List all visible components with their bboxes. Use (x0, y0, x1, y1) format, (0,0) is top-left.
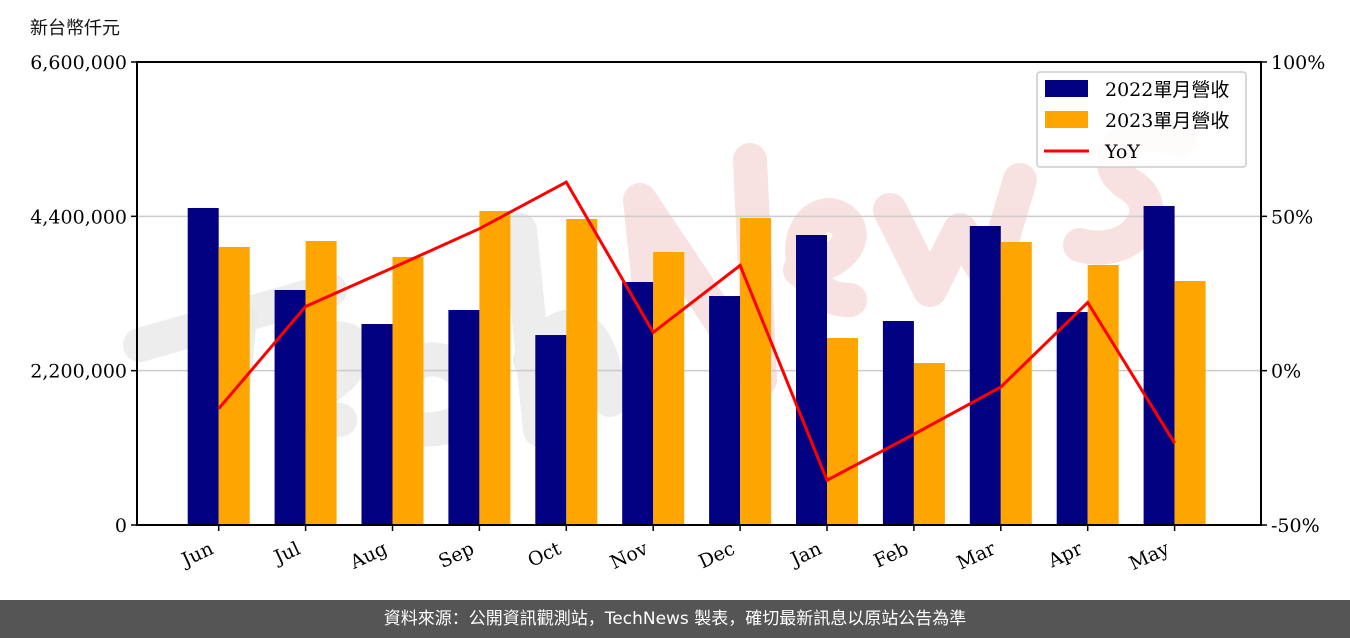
bar-2022單月營收-Mar (969, 226, 1001, 526)
right-tick-label: -50% (1271, 515, 1320, 537)
legend: 2022單月營收 2023單月營收 YoY (1036, 71, 1247, 168)
legend-box (1036, 71, 1247, 168)
left-tick-label: 0 (115, 515, 127, 537)
legend-label-YoY: YoY (1104, 141, 1140, 163)
bar-2023單月營收-May (1174, 281, 1206, 525)
left-tick-label: 6,600,000 (30, 52, 127, 74)
bar-2022單月營收-May (1143, 206, 1175, 525)
bar-2023單月營收-Aug (392, 257, 424, 525)
bar-2022單月營收-Aug (361, 324, 393, 525)
source-footer: 資料來源：公開資訊觀測站，TechNews 製表，確切最新訊息以原站公告為準 (0, 600, 1350, 638)
bar-2023單月營收-Jan (827, 337, 858, 525)
bar-2023單月營收-Sep (479, 211, 511, 525)
revenue-chart: 0 2,200,000 4,400,000 6,600,000 -50% 0% 50% 100… (30, 52, 1325, 575)
legend-swatch-2023單月營收 (1045, 111, 1088, 128)
right-tick-label: 0% (1271, 361, 1301, 383)
bar-2022單月營收-Dec (709, 296, 741, 525)
x-tick-label-Aug: Aug (346, 538, 391, 574)
x-tick-label-Jan: Jan (786, 538, 825, 572)
bar-2022單月營收-Jan (796, 234, 827, 525)
legend-label-2023單月營收: 2023單月營收 (1105, 110, 1229, 132)
bar-2023單月營收-Apr (1087, 265, 1119, 525)
bar-2022單月營收-Apr (1056, 312, 1088, 525)
y-axis-unit-label: 新台幣仟元 (30, 18, 120, 39)
bar-2022單月營收-Jul (274, 289, 306, 525)
bar-2023單月營收-Feb (913, 363, 945, 525)
legend-swatch-2022單月營收 (1045, 80, 1088, 97)
x-tick-label-Sep: Sep (435, 538, 477, 573)
bar-2022單月營收-Feb (882, 320, 914, 525)
x-tick-label-Nov: Nov (607, 537, 652, 573)
bar-2022單月營收-Sep (448, 309, 480, 525)
bar-2023單月營收-Dec (740, 218, 772, 525)
bar-2023單月營收-Nov (653, 251, 685, 525)
bar-2022單月營收-Nov (622, 281, 654, 525)
x-tick-label-Mar: Mar (953, 537, 999, 574)
legend-label-2022單月營收: 2022單月營收 (1105, 79, 1229, 101)
bar-2023單月營收-Jun (218, 246, 250, 525)
x-tick-label-Jun: Jun (177, 538, 217, 572)
x-tick-label-Feb: Feb (870, 538, 912, 573)
bar-2022單月營收-Jun (187, 207, 219, 526)
bar-2023單月營收-Oct (566, 218, 598, 525)
x-tick-label-Apr: Apr (1044, 537, 1087, 573)
right-tick-label: 50% (1271, 206, 1313, 228)
bar-2022單月營收-Oct (535, 335, 567, 525)
x-tick-label-Oct: Oct (524, 537, 564, 571)
yoy-line (217, 180, 1176, 483)
left-tick-label: 4,400,000 (30, 206, 127, 228)
left-tick-label: 2,200,000 (30, 361, 127, 383)
plot-frame (136, 61, 1262, 526)
right-tick-label: 100% (1271, 52, 1325, 74)
x-tick-label-Jul: Jul (269, 538, 304, 570)
bar-2023單月營收-Jul (305, 241, 337, 525)
x-tick-label-Dec: Dec (695, 538, 738, 574)
x-tick-label-May: May (1126, 537, 1173, 575)
